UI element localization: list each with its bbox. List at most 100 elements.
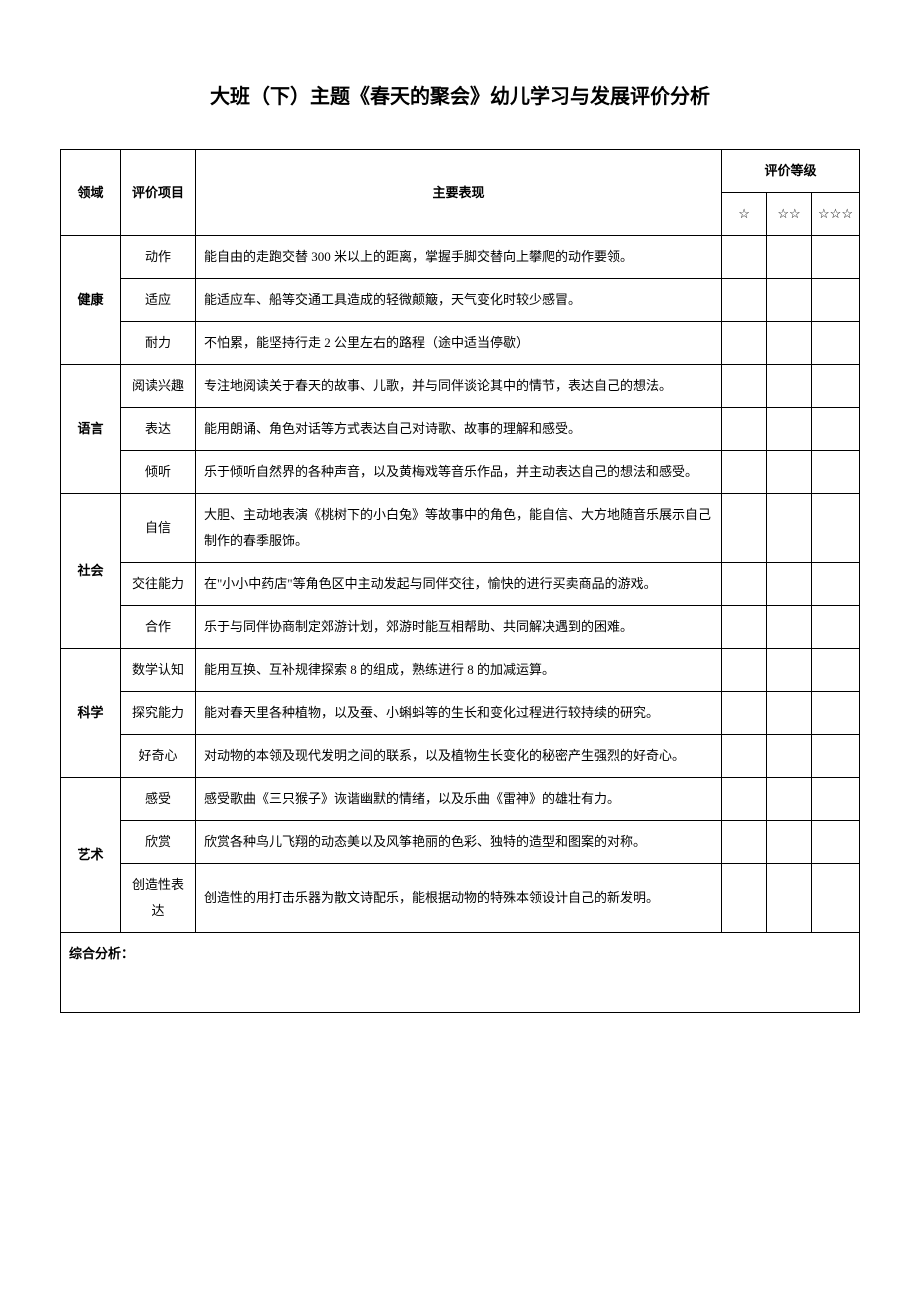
domain-cell: 语言	[61, 365, 121, 494]
table-row: 探究能力能对春天里各种植物，以及蚕、小蝌蚪等的生长和变化过程进行较持续的研究。	[61, 692, 860, 735]
table-row: 交往能力在"小小中药店"等角色区中主动发起与同伴交往，愉快的进行买卖商品的游戏。	[61, 563, 860, 606]
rating-cell[interactable]	[722, 279, 767, 322]
rating-cell[interactable]	[767, 606, 812, 649]
header-star1: ☆	[722, 193, 767, 236]
table-row: 表达能用朗诵、角色对话等方式表达自己对诗歌、故事的理解和感受。	[61, 408, 860, 451]
item-cell: 创造性表达	[121, 864, 196, 933]
table-row: 欣赏欣赏各种鸟儿飞翔的动态美以及风筝艳丽的色彩、独特的造型和图案的对称。	[61, 821, 860, 864]
table-row: 耐力不怕累，能坚持行走 2 公里左右的路程（途中适当停歇）	[61, 322, 860, 365]
rating-cell[interactable]	[812, 864, 860, 933]
rating-cell[interactable]	[767, 778, 812, 821]
rating-cell[interactable]	[812, 692, 860, 735]
rating-cell[interactable]	[812, 451, 860, 494]
rating-cell[interactable]	[767, 322, 812, 365]
rating-cell[interactable]	[722, 778, 767, 821]
rating-cell[interactable]	[722, 563, 767, 606]
item-cell: 表达	[121, 408, 196, 451]
table-row: 合作乐于与同伴协商制定郊游计划，郊游时能互相帮助、共同解决遇到的困难。	[61, 606, 860, 649]
item-cell: 阅读兴趣	[121, 365, 196, 408]
description-cell: 感受歌曲《三只猴子》诙谐幽默的情绪，以及乐曲《雷神》的雄壮有力。	[196, 778, 722, 821]
rating-cell[interactable]	[722, 236, 767, 279]
header-star2: ☆☆	[767, 193, 812, 236]
rating-cell[interactable]	[767, 821, 812, 864]
table-row: 科学数学认知能用互换、互补规律探索 8 的组成，熟练进行 8 的加减运算。	[61, 649, 860, 692]
rating-cell[interactable]	[812, 365, 860, 408]
description-cell: 专注地阅读关于春天的故事、儿歌，并与同伴谈论其中的情节，表达自己的想法。	[196, 365, 722, 408]
item-cell: 自信	[121, 494, 196, 563]
rating-cell[interactable]	[722, 494, 767, 563]
header-item: 评价项目	[121, 150, 196, 236]
item-cell: 适应	[121, 279, 196, 322]
rating-cell[interactable]	[722, 365, 767, 408]
description-cell: 不怕累，能坚持行走 2 公里左右的路程（途中适当停歇）	[196, 322, 722, 365]
table-row: 社会自信大胆、主动地表演《桃树下的小白兔》等故事中的角色，能自信、大方地随音乐展…	[61, 494, 860, 563]
rating-cell[interactable]	[767, 494, 812, 563]
rating-cell[interactable]	[722, 606, 767, 649]
table-header-row: 领域 评价项目 主要表现 评价等级	[61, 150, 860, 193]
rating-cell[interactable]	[767, 735, 812, 778]
table-row: 适应能适应车、船等交通工具造成的轻微颠簸，天气变化时较少感冒。	[61, 279, 860, 322]
rating-cell[interactable]	[722, 451, 767, 494]
rating-cell[interactable]	[722, 322, 767, 365]
rating-cell[interactable]	[722, 821, 767, 864]
description-cell: 对动物的本领及现代发明之间的联系，以及植物生长变化的秘密产生强烈的好奇心。	[196, 735, 722, 778]
item-cell: 欣赏	[121, 821, 196, 864]
rating-cell[interactable]	[812, 279, 860, 322]
header-domain: 领域	[61, 150, 121, 236]
rating-cell[interactable]	[767, 451, 812, 494]
rating-cell[interactable]	[812, 778, 860, 821]
rating-cell[interactable]	[767, 236, 812, 279]
item-cell: 合作	[121, 606, 196, 649]
rating-cell[interactable]	[722, 408, 767, 451]
rating-cell[interactable]	[722, 692, 767, 735]
description-cell: 大胆、主动地表演《桃树下的小白兔》等故事中的角色，能自信、大方地随音乐展示自己制…	[196, 494, 722, 563]
rating-cell[interactable]	[722, 735, 767, 778]
rating-cell[interactable]	[767, 408, 812, 451]
rating-cell[interactable]	[767, 279, 812, 322]
rating-cell[interactable]	[767, 692, 812, 735]
rating-cell[interactable]	[812, 236, 860, 279]
item-cell: 探究能力	[121, 692, 196, 735]
header-star3: ☆☆☆	[812, 193, 860, 236]
rating-cell[interactable]	[812, 606, 860, 649]
rating-cell[interactable]	[812, 494, 860, 563]
item-cell: 动作	[121, 236, 196, 279]
description-cell: 创造性的用打击乐器为散文诗配乐，能根据动物的特殊本领设计自己的新发明。	[196, 864, 722, 933]
rating-cell[interactable]	[812, 735, 860, 778]
item-cell: 耐力	[121, 322, 196, 365]
header-rating: 评价等级	[722, 150, 860, 193]
table-row: 艺术感受感受歌曲《三只猴子》诙谐幽默的情绪，以及乐曲《雷神》的雄壮有力。	[61, 778, 860, 821]
item-cell: 感受	[121, 778, 196, 821]
domain-cell: 科学	[61, 649, 121, 778]
description-cell: 能用互换、互补规律探索 8 的组成，熟练进行 8 的加减运算。	[196, 649, 722, 692]
domain-cell: 健康	[61, 236, 121, 365]
rating-cell[interactable]	[812, 821, 860, 864]
rating-cell[interactable]	[812, 408, 860, 451]
description-cell: 能自由的走跑交替 300 米以上的距离，掌握手脚交替向上攀爬的动作要领。	[196, 236, 722, 279]
item-cell: 数学认知	[121, 649, 196, 692]
rating-cell[interactable]	[812, 649, 860, 692]
rating-cell[interactable]	[812, 563, 860, 606]
domain-cell: 社会	[61, 494, 121, 649]
rating-cell[interactable]	[767, 563, 812, 606]
summary-row: 综合分析：	[61, 933, 860, 1013]
domain-cell: 艺术	[61, 778, 121, 933]
evaluation-table: 领域 评价项目 主要表现 评价等级 ☆ ☆☆ ☆☆☆ 健康动作能自由的走跑交替 …	[60, 149, 860, 1013]
description-cell: 乐于倾听自然界的各种声音，以及黄梅戏等音乐作品，并主动表达自己的想法和感受。	[196, 451, 722, 494]
rating-cell[interactable]	[722, 864, 767, 933]
table-row: 语言阅读兴趣专注地阅读关于春天的故事、儿歌，并与同伴谈论其中的情节，表达自己的想…	[61, 365, 860, 408]
rating-cell[interactable]	[767, 864, 812, 933]
table-row: 健康动作能自由的走跑交替 300 米以上的距离，掌握手脚交替向上攀爬的动作要领。	[61, 236, 860, 279]
description-cell: 乐于与同伴协商制定郊游计划，郊游时能互相帮助、共同解决遇到的困难。	[196, 606, 722, 649]
description-cell: 能适应车、船等交通工具造成的轻微颠簸，天气变化时较少感冒。	[196, 279, 722, 322]
rating-cell[interactable]	[812, 322, 860, 365]
rating-cell[interactable]	[722, 649, 767, 692]
item-cell: 交往能力	[121, 563, 196, 606]
summary-label: 综合分析：	[61, 933, 860, 1013]
rating-cell[interactable]	[767, 649, 812, 692]
rating-cell[interactable]	[767, 365, 812, 408]
header-performance: 主要表现	[196, 150, 722, 236]
item-cell: 倾听	[121, 451, 196, 494]
page-title: 大班（下）主题《春天的聚会》幼儿学习与发展评价分析	[60, 80, 860, 109]
table-row: 创造性表达创造性的用打击乐器为散文诗配乐，能根据动物的特殊本领设计自己的新发明。	[61, 864, 860, 933]
